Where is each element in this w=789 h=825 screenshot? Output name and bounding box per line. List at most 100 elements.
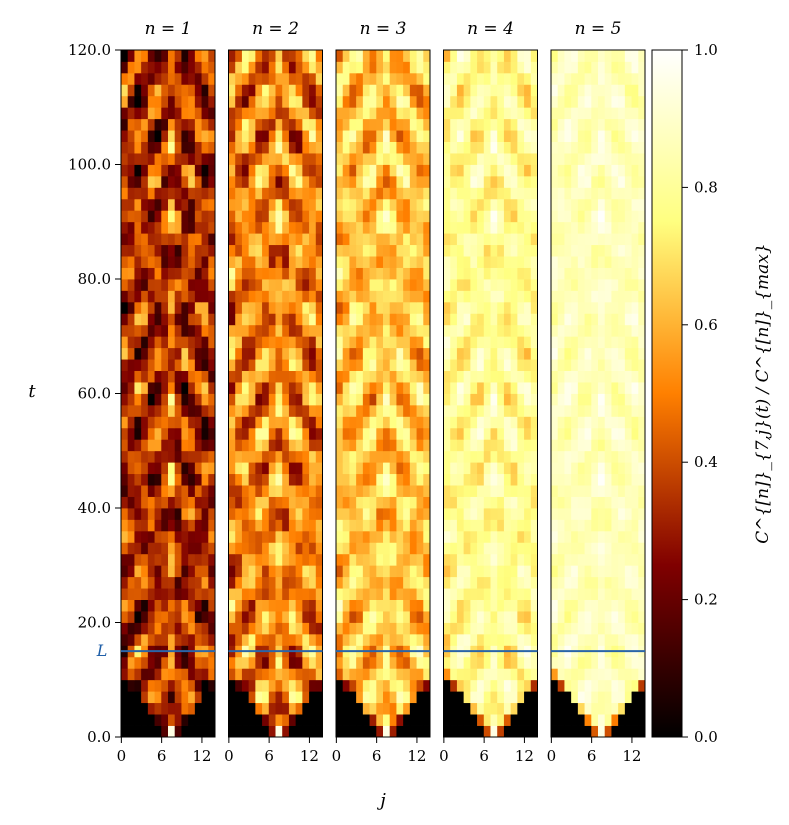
heatmap-cell xyxy=(604,210,612,223)
heatmap-cell xyxy=(483,439,491,452)
heatmap-cell xyxy=(571,187,579,200)
heatmap-cell xyxy=(450,565,458,578)
heatmap-cell xyxy=(141,416,149,429)
heatmap-cell xyxy=(638,118,646,131)
heatmap-cell xyxy=(571,198,579,211)
heatmap-cell xyxy=(463,61,471,74)
heatmap-cell xyxy=(577,542,585,555)
heatmap-cell xyxy=(147,153,155,165)
heatmap-cell xyxy=(235,508,243,520)
heatmap-cell xyxy=(295,267,303,280)
heatmap-cell xyxy=(268,508,276,520)
heatmap-cell xyxy=(309,553,317,566)
heatmap-cell xyxy=(497,530,505,543)
heatmap-cell xyxy=(228,496,236,509)
heatmap-cell xyxy=(161,382,169,394)
heatmap-cell xyxy=(376,95,384,108)
heatmap-cell xyxy=(477,187,485,200)
heatmap-cell xyxy=(456,336,465,349)
heatmap-cell xyxy=(134,279,142,291)
heatmap-cell xyxy=(524,473,532,486)
heatmap-cell xyxy=(315,370,323,383)
heatmap-cell xyxy=(248,118,256,131)
heatmap-cell xyxy=(248,508,256,520)
heatmap-cell xyxy=(510,576,518,589)
heatmap-cell xyxy=(530,130,538,142)
heatmap-cell xyxy=(584,656,592,669)
heatmap-cell xyxy=(288,611,297,623)
heatmap-cell xyxy=(228,61,236,74)
heatmap-cell xyxy=(174,473,182,486)
heatmap-cell xyxy=(161,50,169,62)
heatmap-cell xyxy=(141,244,149,257)
heatmap-cell xyxy=(624,702,632,715)
heatmap-cell xyxy=(295,370,303,383)
heatmap-cell xyxy=(275,496,283,509)
heatmap-cell xyxy=(631,233,639,246)
heatmap-cell xyxy=(356,382,364,394)
heatmap-cell xyxy=(638,130,646,142)
heatmap-cell xyxy=(483,714,491,726)
heatmap-cell xyxy=(564,416,572,429)
heatmap-cell xyxy=(383,187,391,200)
heatmap-cell xyxy=(181,84,189,97)
heatmap-cell xyxy=(201,565,209,578)
heatmap-cell xyxy=(577,565,585,578)
heatmap-cell xyxy=(591,473,599,486)
heatmap-cell xyxy=(470,301,478,314)
heatmap-cell xyxy=(618,233,626,246)
heatmap-cell xyxy=(510,107,518,120)
heatmap-cell xyxy=(631,382,639,394)
heatmap-cell xyxy=(624,210,632,223)
heatmap-cell xyxy=(127,118,135,131)
heatmap-cell xyxy=(611,714,619,726)
heatmap-cell xyxy=(584,84,592,97)
heatmap-cell xyxy=(315,95,323,108)
heatmap-cell xyxy=(288,313,297,326)
heatmap-cell xyxy=(121,187,129,200)
heatmap-cell xyxy=(490,679,498,692)
heatmap-cell xyxy=(604,382,612,394)
heatmap-cell xyxy=(618,668,626,681)
heatmap-cell xyxy=(483,244,491,257)
heatmap-cell xyxy=(618,450,626,463)
heatmap-cell xyxy=(141,153,149,165)
heatmap-cell xyxy=(611,187,619,200)
heatmap-cell xyxy=(490,244,498,257)
heatmap-cell xyxy=(510,450,518,463)
heatmap-cell xyxy=(201,542,209,555)
heatmap-cell xyxy=(208,187,216,200)
heatmap-cell xyxy=(389,508,397,520)
heatmap-cell xyxy=(564,244,572,257)
heatmap-cell xyxy=(403,336,411,349)
heatmap-cell xyxy=(362,324,370,337)
heatmap-cell xyxy=(255,198,263,211)
heatmap-cell xyxy=(302,130,310,142)
heatmap-cell xyxy=(268,382,276,394)
heatmap-cell xyxy=(134,404,142,417)
heatmap-cell xyxy=(228,244,236,257)
heatmap-cell xyxy=(383,416,391,429)
y-tick-label: 120.0 xyxy=(68,41,111,59)
heatmap-cell xyxy=(416,519,424,532)
heatmap-cell xyxy=(604,153,612,165)
heatmap-cell xyxy=(490,393,498,406)
heatmap-cell xyxy=(282,622,290,635)
heatmap-cell xyxy=(315,313,323,326)
heatmap-cell xyxy=(503,622,512,635)
heatmap-cell xyxy=(282,565,290,578)
heatmap-cell xyxy=(557,565,565,578)
heatmap-cell xyxy=(389,50,397,62)
heatmap-cell xyxy=(376,588,384,600)
heatmap-cell xyxy=(201,450,209,463)
heatmap-cell xyxy=(571,72,579,85)
heatmap-cell xyxy=(470,324,478,337)
heatmap-cell xyxy=(490,61,498,74)
heatmap-cell xyxy=(342,84,350,97)
heatmap-cell xyxy=(598,462,606,475)
heatmap-cell xyxy=(121,473,129,486)
heatmap-cell xyxy=(618,404,626,417)
heatmap-cell xyxy=(403,256,411,268)
heatmap-cell xyxy=(181,164,189,177)
heatmap-cell xyxy=(275,118,283,131)
